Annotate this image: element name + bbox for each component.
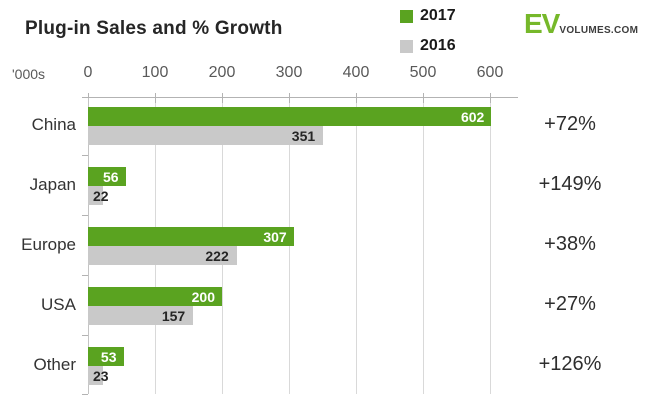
axis-unit-label: '000s [12, 66, 46, 82]
growth-label: +38% [544, 233, 596, 255]
chart-title: Plug-in Sales and % Growth [25, 18, 283, 39]
legend-label-2017: 2017 [420, 7, 456, 24]
gridline [490, 97, 491, 394]
legend-item-2016: 2016 [400, 37, 456, 55]
bar-value-2016: 351 [291, 127, 316, 144]
growth-label: +27% [544, 293, 596, 315]
x-tick-label: 200 [208, 64, 236, 81]
bar-value-2016: 23 [93, 368, 109, 384]
bar-value-2017: 602 [460, 108, 485, 125]
bar-2017: 307 [88, 227, 294, 246]
bar-2016: 157 [88, 306, 194, 325]
category-label: China [31, 115, 76, 134]
legend-swatch-2017 [400, 9, 413, 23]
legend-label-2016: 2016 [420, 37, 456, 54]
growth-label: +149% [538, 173, 602, 195]
bar-2016: 222 [88, 246, 237, 265]
logo-ev-text: EV [524, 8, 560, 39]
bar-value-2017: 56 [102, 168, 119, 185]
x-tick-label: 400 [342, 64, 370, 81]
x-tick-mark [490, 93, 491, 103]
category-tick-mark [82, 215, 88, 216]
category-tick-mark [82, 97, 88, 98]
bar-value-2017: 307 [263, 228, 287, 245]
category-label: Europe [21, 235, 76, 254]
category-label: USA [41, 295, 76, 314]
gridline [423, 97, 424, 394]
logo-volumes-text: VOLUMES.COM [559, 25, 639, 36]
x-tick-label: 300 [275, 64, 303, 81]
bar-2016 [88, 366, 104, 385]
bar-value-2017: 53 [100, 348, 117, 365]
growth-label: +126% [538, 353, 602, 375]
bar-2017: 53 [88, 347, 124, 366]
x-tick-mark [289, 93, 290, 103]
category-tick-mark [82, 275, 88, 276]
bar-2016: 351 [88, 126, 324, 145]
bar-value-2017: 200 [191, 288, 215, 305]
category-tick-mark [82, 335, 88, 336]
category-label: Japan [29, 175, 76, 194]
bar-value-2016: 22 [93, 188, 109, 204]
bar-value-2016: 222 [205, 247, 229, 264]
x-tick-label: 0 [83, 64, 93, 81]
category-tick-mark [82, 155, 88, 156]
bar-value-2016: 157 [161, 307, 186, 324]
x-tick-label: 500 [409, 64, 437, 81]
ev-volumes-logo: EVVOLUMES.COM [524, 8, 638, 40]
x-tick-mark [222, 93, 223, 103]
legend-item-2017: 2017 [400, 7, 456, 25]
growth-label: +72% [544, 113, 596, 135]
bar-2016 [88, 186, 103, 205]
x-tick-label: 600 [476, 64, 504, 81]
bar-2017: 56 [88, 167, 126, 186]
category-label: Other [33, 355, 76, 374]
legend-swatch-2016 [400, 39, 413, 53]
bar-2017: 602 [88, 107, 492, 126]
gridline [356, 97, 357, 394]
x-tick-label: 100 [141, 64, 169, 81]
x-tick-mark [155, 93, 156, 103]
category-tick-mark [82, 394, 88, 395]
x-axis-line [88, 97, 518, 98]
x-tick-mark [423, 93, 424, 103]
x-tick-mark [356, 93, 357, 103]
bar-2017: 200 [88, 287, 222, 306]
